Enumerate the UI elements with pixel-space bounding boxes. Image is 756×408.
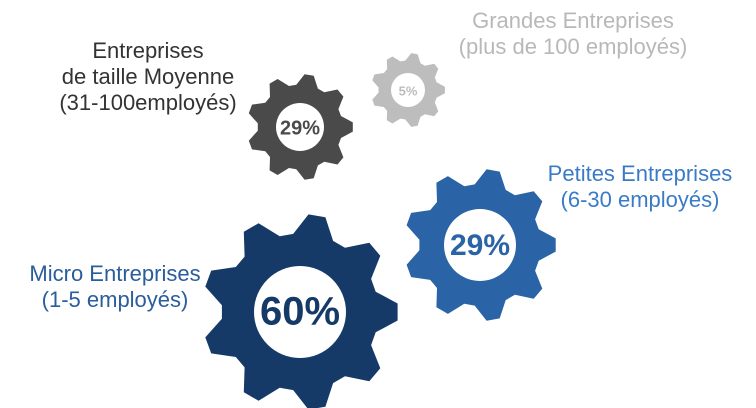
value-label: 29% bbox=[280, 117, 320, 139]
category-label: (1-5 employés) bbox=[42, 287, 189, 312]
category-label: (plus de 100 employés) bbox=[459, 34, 688, 59]
value-label: 29% bbox=[450, 229, 510, 262]
gear-hole bbox=[444, 209, 516, 281]
category-label: (6-30 employés) bbox=[561, 187, 720, 212]
value-label: 60% bbox=[260, 290, 340, 334]
gear-hole bbox=[276, 103, 324, 151]
category-label: Entreprises bbox=[92, 38, 203, 63]
value-label: 5% bbox=[399, 83, 418, 98]
gear-hole bbox=[254, 266, 346, 358]
category-label: Petites Entreprises bbox=[548, 161, 733, 186]
category-label: Grandes Entreprises bbox=[472, 8, 674, 33]
category-label: (31-100employés) bbox=[59, 90, 236, 115]
gear-hole bbox=[391, 73, 425, 107]
category-label: Micro Entreprises bbox=[29, 261, 200, 286]
category-label: de taille Moyenne bbox=[62, 64, 234, 89]
